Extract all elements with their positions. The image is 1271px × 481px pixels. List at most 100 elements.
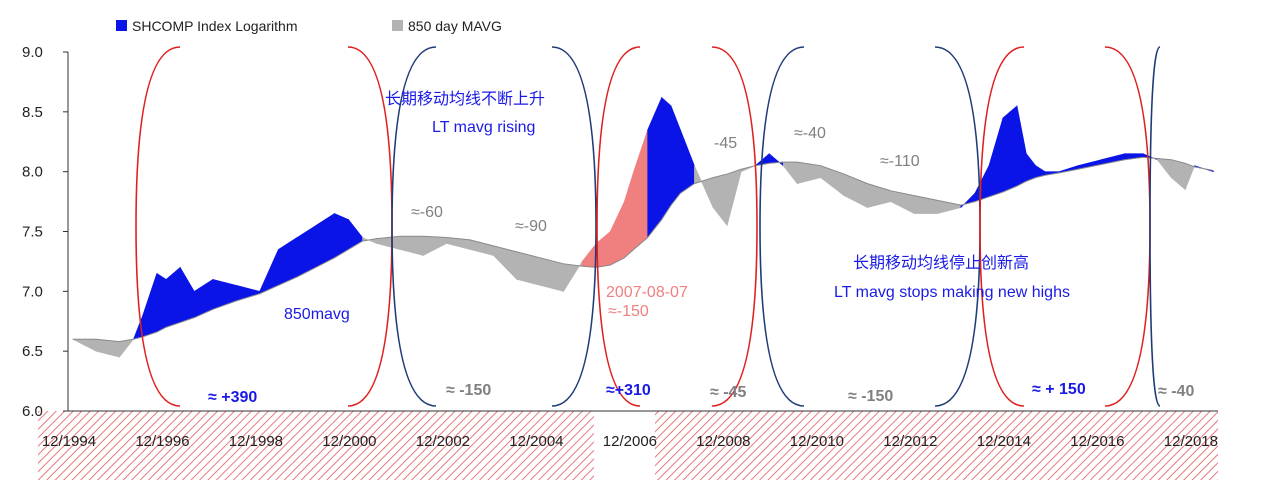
bracket-layer [135,46,1161,407]
annotation-850mavg: 850mavg [284,306,350,323]
bracket-open [596,46,641,407]
annotation-rising-cn: 长期移动均线不断上升 [385,89,545,108]
bracket-open [135,46,181,407]
bracket-open [1149,46,1161,407]
series-segment [1016,105,1027,187]
series-segment [156,272,167,333]
hatch-band-right [655,411,1218,480]
series-segment [726,168,742,226]
series-segment [647,97,662,239]
series-segment [179,266,195,323]
legend-label-mavg: 850 day MAVG [408,18,502,34]
bracket-open [391,46,437,407]
y-tick-label: 8.0 [22,164,43,181]
series-segment [670,105,681,207]
series-segment [782,161,798,185]
series-segment [1100,153,1125,165]
annotation-stops-en: LT mavg stops making new highs [834,284,1070,301]
x-tick-label: 12/2010 [790,433,844,450]
bottom-value-390: ≈ +390 [208,389,257,406]
series-segment [633,129,648,251]
series-segment [988,117,1004,198]
x-tick-label: 12/2014 [977,433,1031,450]
hatch-band-left [38,411,594,480]
bracket-open [979,46,1025,407]
annotation-date-value: ≈-150 [608,303,649,320]
series-segment [581,242,597,268]
series-segment [235,284,260,302]
series-segment [680,129,695,194]
bottom-value-150: ≈ + 150 [1032,381,1086,398]
x-tick-label: 12/2006 [603,433,657,450]
series-segment [595,230,611,268]
axis-layer: 6.0 6.5 7.0 7.5 8.0 8.5 9.0 12/1994 12/1996 12/19… [22,44,1218,450]
annotations: 长期移动均线不断上升 LT mavg rising 长期移动均线停止创新高 LT… [208,89,1194,406]
bracket-close [551,46,597,407]
y-tick-label: 7.0 [22,283,43,300]
series-segment [1026,152,1036,182]
series-segment [624,171,634,259]
bottom-value-m45: ≈ -45 [710,384,746,401]
series-segment [1170,159,1186,191]
annotation-date: 2007-08-07 [606,284,688,301]
annotation-m60: ≈-60 [411,204,443,221]
x-tick-label: 12/2016 [1070,433,1124,450]
series-segment [1156,158,1172,179]
annotation-m110: ≈-110 [880,153,920,170]
series-segment [1002,105,1018,193]
legend-label-index: SHCOMP Index Logarithm [132,18,297,34]
y-tick-label: 6.5 [22,343,43,360]
series-segment [95,338,120,358]
bracket-open [759,46,805,407]
x-tick-label: 12/2008 [696,433,750,450]
series-segment [890,190,915,215]
annotation-rising-en: LT mavg rising [432,119,535,136]
series-segment [119,338,135,359]
x-tick-label: 12/1994 [42,433,96,450]
series-segment [193,278,214,319]
bracket-close [934,46,981,407]
legend-swatch-index [116,20,127,31]
series-segment [422,235,447,256]
mavg-line [72,156,1214,343]
bottom-value-310: ≈+310 [606,382,651,399]
legend-swatch-mavg [392,20,403,31]
series-segment [1058,165,1079,174]
series-segment [768,153,784,167]
series-segment [142,273,158,338]
series-segment [609,201,625,266]
annotation-m90: ≈-90 [515,218,547,235]
series-segment [661,96,672,221]
x-tick-label: 12/1998 [229,433,283,450]
x-tick-label: 12/2000 [322,433,376,450]
annotation-stops-cn: 长期移动均线停止创新高 [853,253,1029,272]
series-segment [712,173,728,227]
annotation-m45-top: -45 [714,135,737,152]
x-tick-label: 12/2012 [883,433,937,450]
series-segment [1184,162,1195,190]
x-tick-label: 12/2018 [1164,433,1218,450]
legend: SHCOMP Index Logarithm 850 day MAVG [116,18,502,34]
series-segment [72,338,97,352]
bottom-value-m40: ≈ -40 [1158,383,1194,400]
y-tick-label: 9.0 [22,44,43,61]
x-tick-label: 12/2002 [416,433,470,450]
series-layer [72,96,1214,359]
x-tick-label: 12/1996 [135,433,189,450]
y-tick-label: 6.0 [22,403,43,420]
bottom-value-m150-2: ≈ -150 [848,388,893,405]
bracket-close [711,46,758,407]
bracket-close [1104,46,1151,407]
series-segment [1077,159,1102,170]
y-tick-label: 8.5 [22,104,43,121]
series-segment [399,235,424,256]
series-segment [469,239,494,256]
series-segment [960,192,976,209]
bottom-value-m150-1: ≈ -150 [446,382,491,399]
series-segment [694,165,714,208]
x-tick-label: 12/2004 [509,433,563,450]
y-tick-label: 7.5 [22,224,43,241]
annotation-m40-top: ≈-40 [794,125,826,142]
series-segment [165,266,181,328]
